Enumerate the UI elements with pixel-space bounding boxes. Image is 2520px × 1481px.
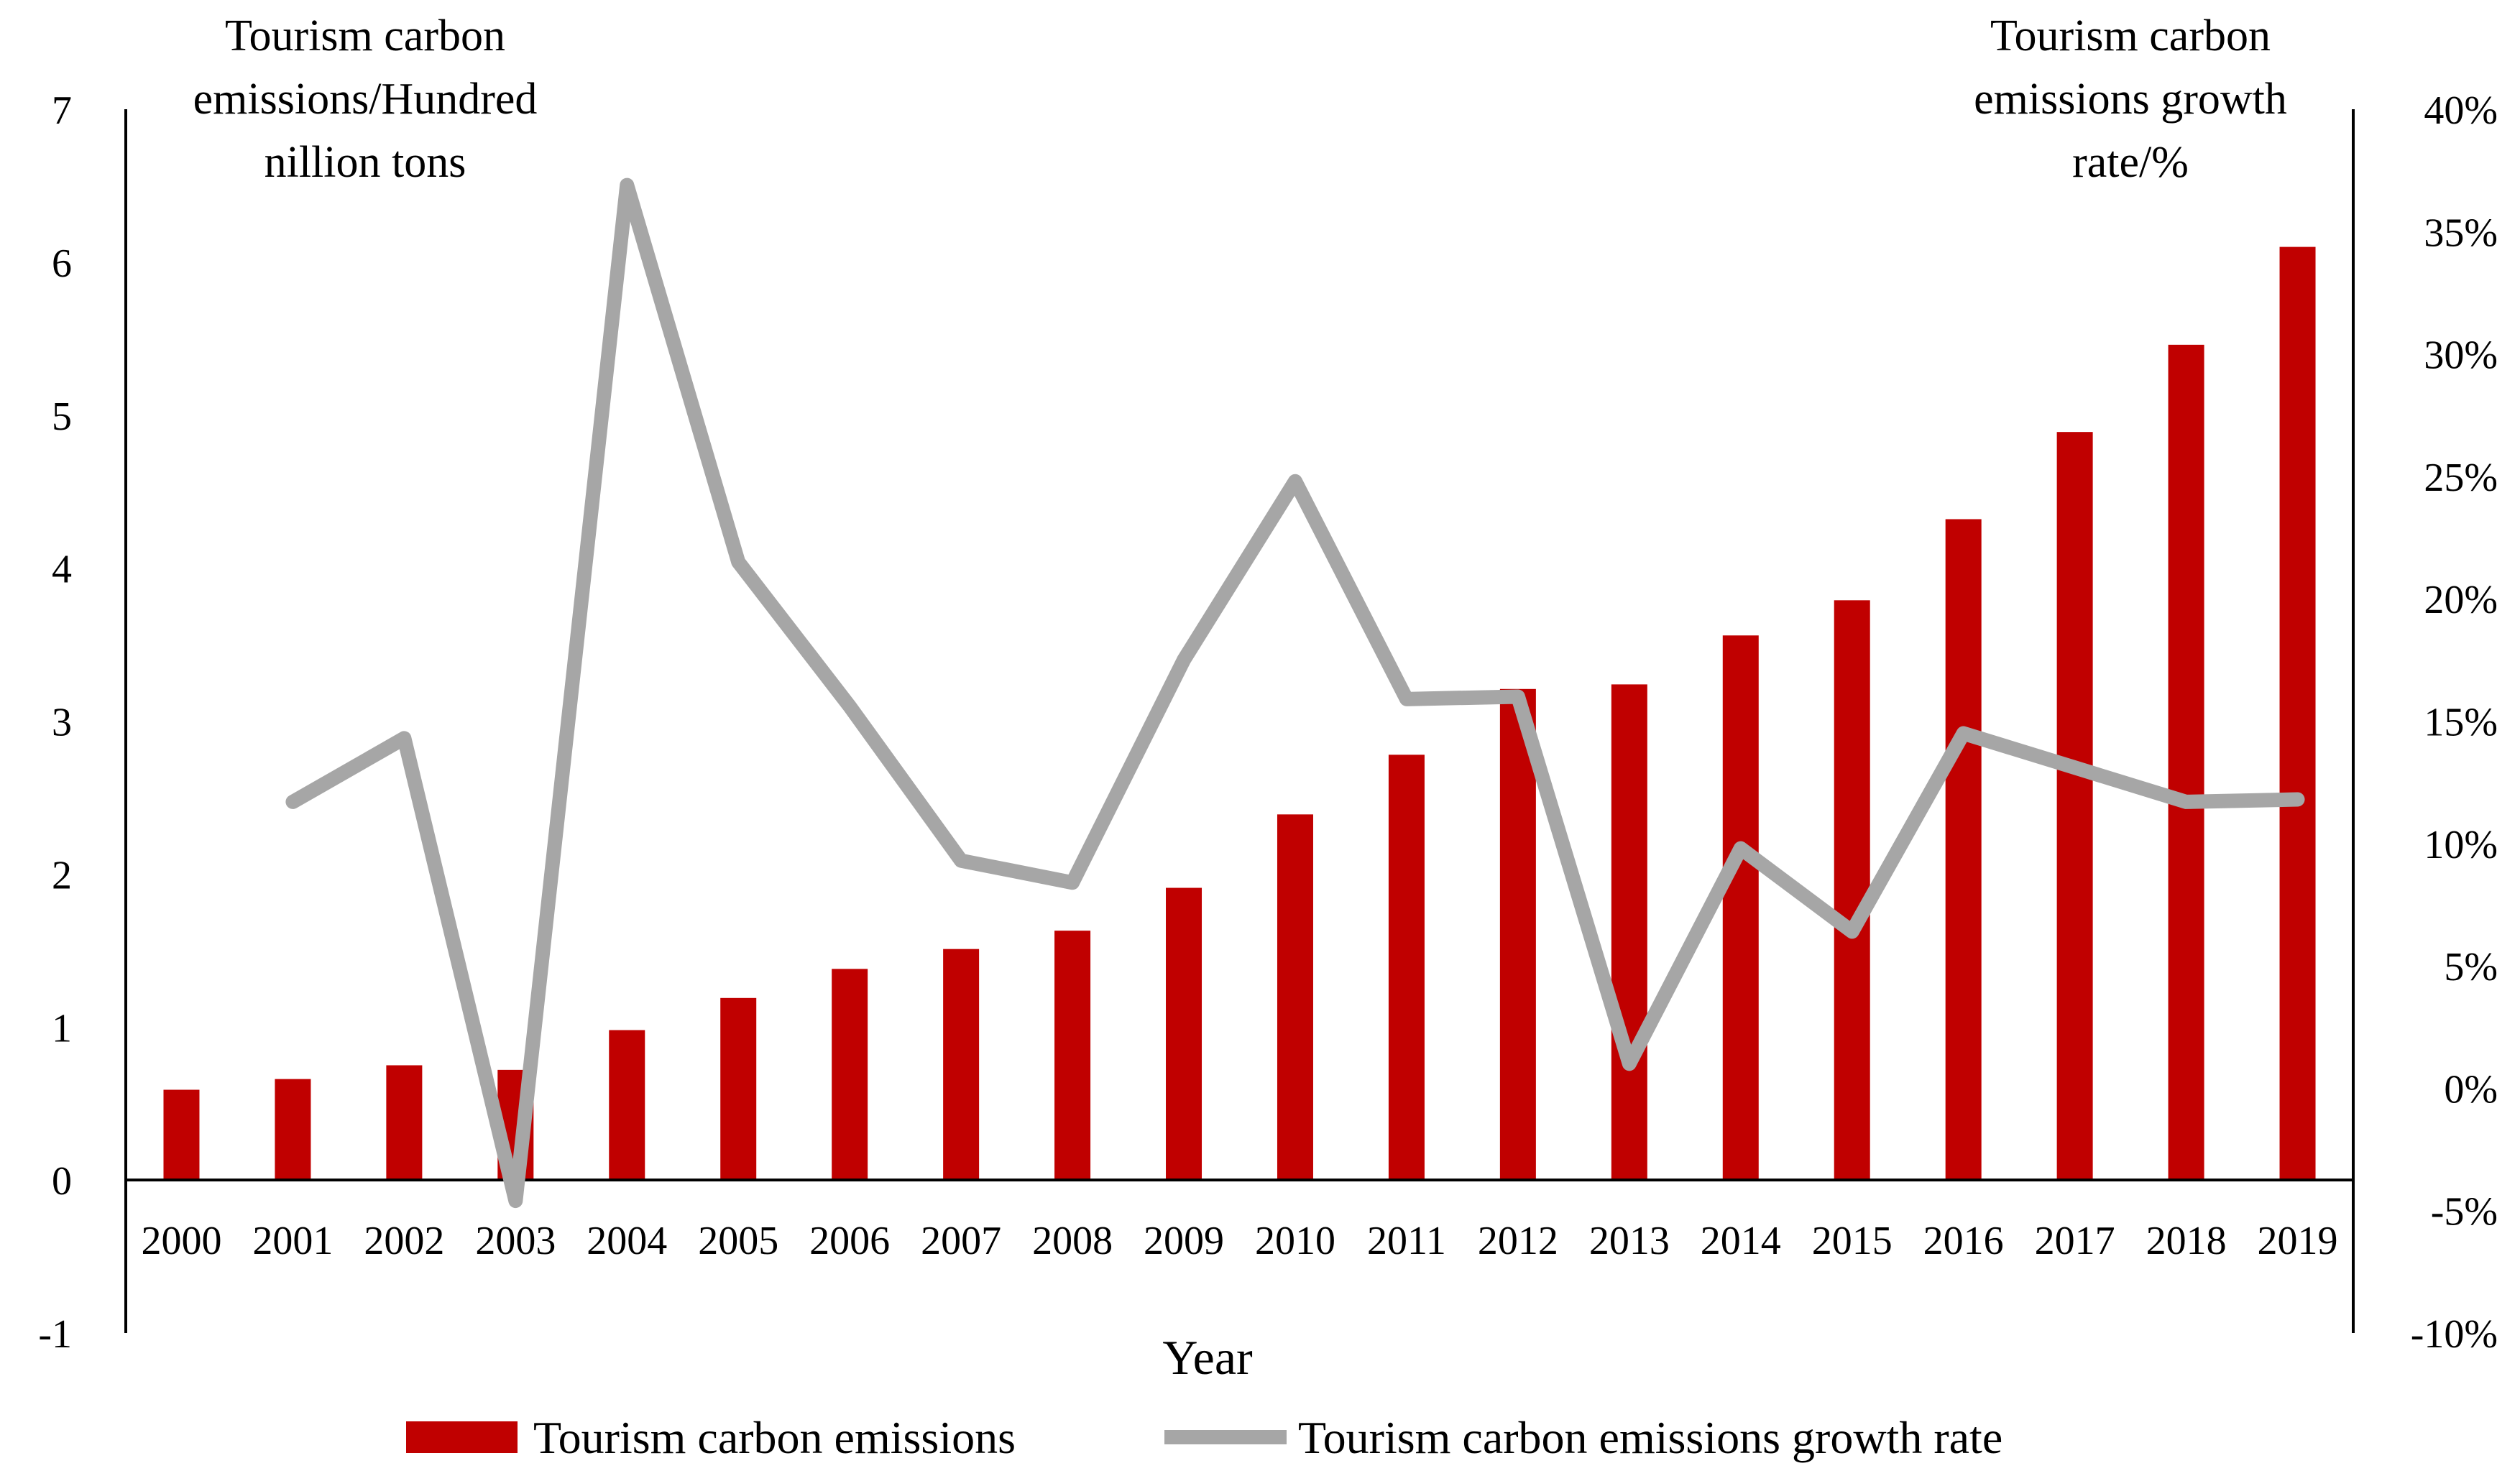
- growth-rate-line: [285, 177, 2305, 1209]
- x-tick-label-2003: 2003: [475, 1219, 556, 1263]
- left-tick-label: 0: [52, 1159, 72, 1204]
- x-tick-label-2019: 2019: [2258, 1219, 2338, 1263]
- left-tick-label: 4: [52, 548, 72, 592]
- left-axis-title-line-3: nillion tons: [265, 138, 466, 187]
- x-tick-label-2000: 2000: [141, 1219, 221, 1263]
- bar-2006: [832, 969, 868, 1181]
- x-tick-label-2011: 2011: [1367, 1219, 1446, 1263]
- left-tick-label: 3: [52, 701, 72, 745]
- right-tick-label: 25%: [2424, 456, 2498, 500]
- x-tick-label-2007: 2007: [921, 1219, 1001, 1263]
- bar-2014: [1722, 635, 1759, 1181]
- bar-2019: [2279, 246, 2316, 1181]
- left-tick-label: 5: [52, 395, 72, 439]
- x-tick-label-2009: 2009: [1144, 1219, 1224, 1263]
- left-tick-label: 7: [52, 88, 72, 133]
- right-tick-label: 10%: [2424, 823, 2498, 867]
- left-tick-label: 1: [52, 1006, 72, 1051]
- line-series: [285, 177, 2305, 1209]
- left-tick-label: 6: [52, 241, 72, 286]
- bar-2011: [1388, 755, 1425, 1181]
- bar-2009: [1166, 887, 1202, 1181]
- x-axis-title: Year: [1162, 1330, 1253, 1385]
- left-axis-title: Tourism carbon emissions/Hundred nillion t…: [193, 11, 538, 187]
- right-axis-title: Tourism carbon emissions growth rate/%: [1974, 11, 2287, 187]
- x-tick-label-2015: 2015: [1812, 1219, 1893, 1263]
- right-tick-label: 0%: [2444, 1067, 2498, 1112]
- axes: [124, 109, 2355, 1333]
- right-tick-label: -10%: [2411, 1312, 2498, 1357]
- left-axis-title-line-2: emissions/Hundred: [193, 75, 538, 124]
- x-tick-label-2017: 2017: [2035, 1219, 2115, 1263]
- x-tick-label-2010: 2010: [1255, 1219, 1335, 1263]
- bar-2018: [2168, 344, 2204, 1181]
- bar-2004: [609, 1030, 645, 1181]
- bar-2000: [163, 1089, 200, 1181]
- left-tick-label: 2: [52, 853, 72, 898]
- bar-2001: [275, 1079, 311, 1181]
- right-tick-label: 30%: [2424, 333, 2498, 378]
- legend-label-growth-rate: Tourism carbon emissions growth rate: [1298, 1412, 2002, 1463]
- x-tick-label-2001: 2001: [252, 1219, 333, 1263]
- x-tick-label-2012: 2012: [1478, 1219, 1558, 1263]
- x-tick-label-2006: 2006: [809, 1219, 890, 1263]
- x-tick-label-2016: 2016: [1923, 1219, 2004, 1263]
- right-axis-title-line-1: Tourism carbon: [1990, 11, 2271, 60]
- x-tick-label-2005: 2005: [698, 1219, 778, 1263]
- x-tick-label-2002: 2002: [364, 1219, 444, 1263]
- x-tick-label-2004: 2004: [587, 1219, 667, 1263]
- bar-2005: [720, 997, 757, 1181]
- bar-2016: [1945, 519, 1982, 1181]
- bar-2002: [386, 1065, 423, 1181]
- bar-2013: [1611, 684, 1647, 1181]
- bar-2017: [2056, 432, 2093, 1181]
- x-tick-label-2018: 2018: [2146, 1219, 2227, 1263]
- right-tick-label: 20%: [2424, 578, 2498, 622]
- bar-2007: [943, 949, 980, 1181]
- right-axis-ticks: -10% -5% 0% 5% 10% 15% 20% 25% 30% 35% 40%: [2411, 88, 2498, 1357]
- bar-2010: [1277, 814, 1313, 1181]
- right-tick-label: 40%: [2424, 88, 2498, 133]
- right-tick-label: -5%: [2431, 1190, 2498, 1235]
- bar-2008: [1054, 931, 1091, 1181]
- right-axis-title-line-2: emissions growth: [1974, 75, 2287, 124]
- bar-2015: [1834, 600, 1870, 1181]
- bar-series: [163, 246, 2316, 1181]
- right-tick-label: 5%: [2444, 945, 2498, 989]
- legend: Tourism carbon emissions Tourism carbon e…: [406, 1412, 2002, 1463]
- left-axis-ticks: -1 0 1 2 3 4 5 6 7: [38, 88, 72, 1357]
- left-tick-label: -1: [38, 1312, 72, 1357]
- legend-label-emissions: Tourism carbon emissions: [533, 1412, 1016, 1463]
- right-axis-title-line-3: rate/%: [2072, 138, 2189, 187]
- left-axis-title-line-1: Tourism carbon: [225, 11, 505, 60]
- bar-2012: [1499, 688, 1536, 1181]
- legend-swatch-bar: [406, 1421, 518, 1453]
- x-tick-label-2014: 2014: [1701, 1219, 1781, 1263]
- x-tick-label-2013: 2013: [1589, 1219, 1670, 1263]
- x-tick-label-2008: 2008: [1032, 1219, 1113, 1263]
- right-tick-label: 35%: [2424, 211, 2498, 255]
- x-axis-tick-labels: 2000 2001 2002 2003 2004 2005 2006 2007 2008 2009…: [141, 1219, 2337, 1263]
- right-tick-label: 15%: [2424, 701, 2498, 745]
